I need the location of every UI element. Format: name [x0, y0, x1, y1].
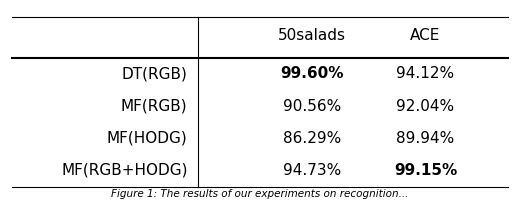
Text: 89.94%: 89.94% — [396, 131, 454, 146]
Text: MF(RGB+HODG): MF(RGB+HODG) — [61, 163, 188, 178]
Text: 94.12%: 94.12% — [396, 66, 454, 81]
Text: 90.56%: 90.56% — [282, 99, 341, 113]
Text: Figure 1: The results of our experiments on recognition...: Figure 1: The results of our experiments… — [111, 188, 409, 198]
Text: 99.60%: 99.60% — [280, 66, 344, 81]
Text: DT(RGB): DT(RGB) — [122, 66, 188, 81]
Text: 86.29%: 86.29% — [282, 131, 341, 146]
Text: MF(HODG): MF(HODG) — [107, 131, 188, 146]
Text: 94.73%: 94.73% — [282, 163, 341, 178]
Text: ACE: ACE — [410, 28, 440, 43]
Text: MF(RGB): MF(RGB) — [121, 99, 188, 113]
Text: 92.04%: 92.04% — [396, 99, 454, 113]
Text: 99.15%: 99.15% — [394, 163, 457, 178]
Text: 50salads: 50salads — [278, 28, 346, 43]
